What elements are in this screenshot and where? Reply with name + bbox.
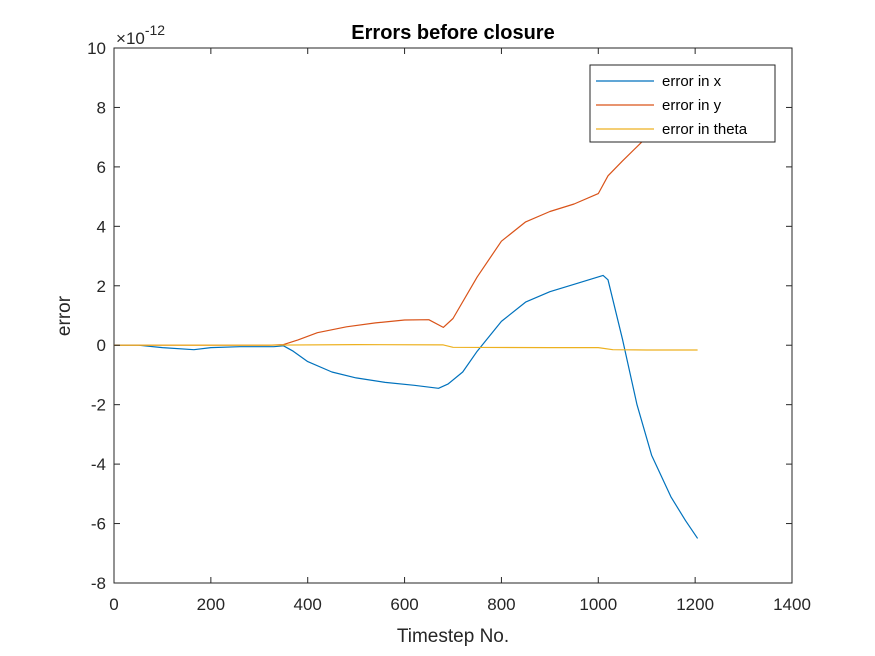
y-tick-label: -6 bbox=[91, 515, 106, 534]
x-tick-label: 800 bbox=[487, 595, 515, 614]
x-tick-label: 1400 bbox=[773, 595, 811, 614]
y-exponent-prefix: × bbox=[116, 29, 126, 48]
legend-label-3: error in theta bbox=[662, 121, 748, 138]
legend-label-2: error in y bbox=[662, 97, 722, 114]
series-line-3 bbox=[114, 344, 698, 351]
x-axis-label: Timestep No. bbox=[397, 626, 509, 647]
y-tick-label: -8 bbox=[91, 574, 106, 593]
y-axis-label: error bbox=[54, 295, 75, 336]
y-tick-label: 2 bbox=[97, 277, 106, 296]
tick-label-layer: 0 200 400 600 800 1000 1200 1400 -8 -6 -4 -2 0 2 4 6 8 10 bbox=[87, 39, 811, 614]
series-layer bbox=[114, 118, 699, 539]
tick-layer bbox=[113, 47, 793, 584]
y-tick-label: 10 bbox=[87, 39, 106, 58]
y-exponent-base: 10 bbox=[126, 29, 145, 48]
y-tick-label: 8 bbox=[97, 98, 106, 117]
x-tick-label: 600 bbox=[390, 595, 418, 614]
x-tick-label: 400 bbox=[294, 595, 322, 614]
x-tick-label: 0 bbox=[109, 595, 118, 614]
y-tick-label: -4 bbox=[91, 455, 106, 474]
legend: error in x error in y error in theta bbox=[589, 64, 776, 143]
y-tick-label: 6 bbox=[97, 158, 106, 177]
y-tick-label: 4 bbox=[97, 217, 106, 236]
x-tick-label: 1200 bbox=[676, 595, 714, 614]
y-exponent-label: ×10-12 bbox=[116, 22, 165, 48]
svg-text:×10-12: ×10-12 bbox=[116, 22, 165, 48]
chart-title: Errors before closure bbox=[351, 22, 554, 44]
y-exponent-power: -12 bbox=[145, 22, 165, 38]
x-tick-label: 1000 bbox=[579, 595, 617, 614]
legend-label-1: error in x bbox=[662, 73, 722, 90]
y-tick-label: -2 bbox=[91, 396, 106, 415]
x-tick-label: 200 bbox=[197, 595, 225, 614]
y-tick-label: 0 bbox=[97, 336, 106, 355]
